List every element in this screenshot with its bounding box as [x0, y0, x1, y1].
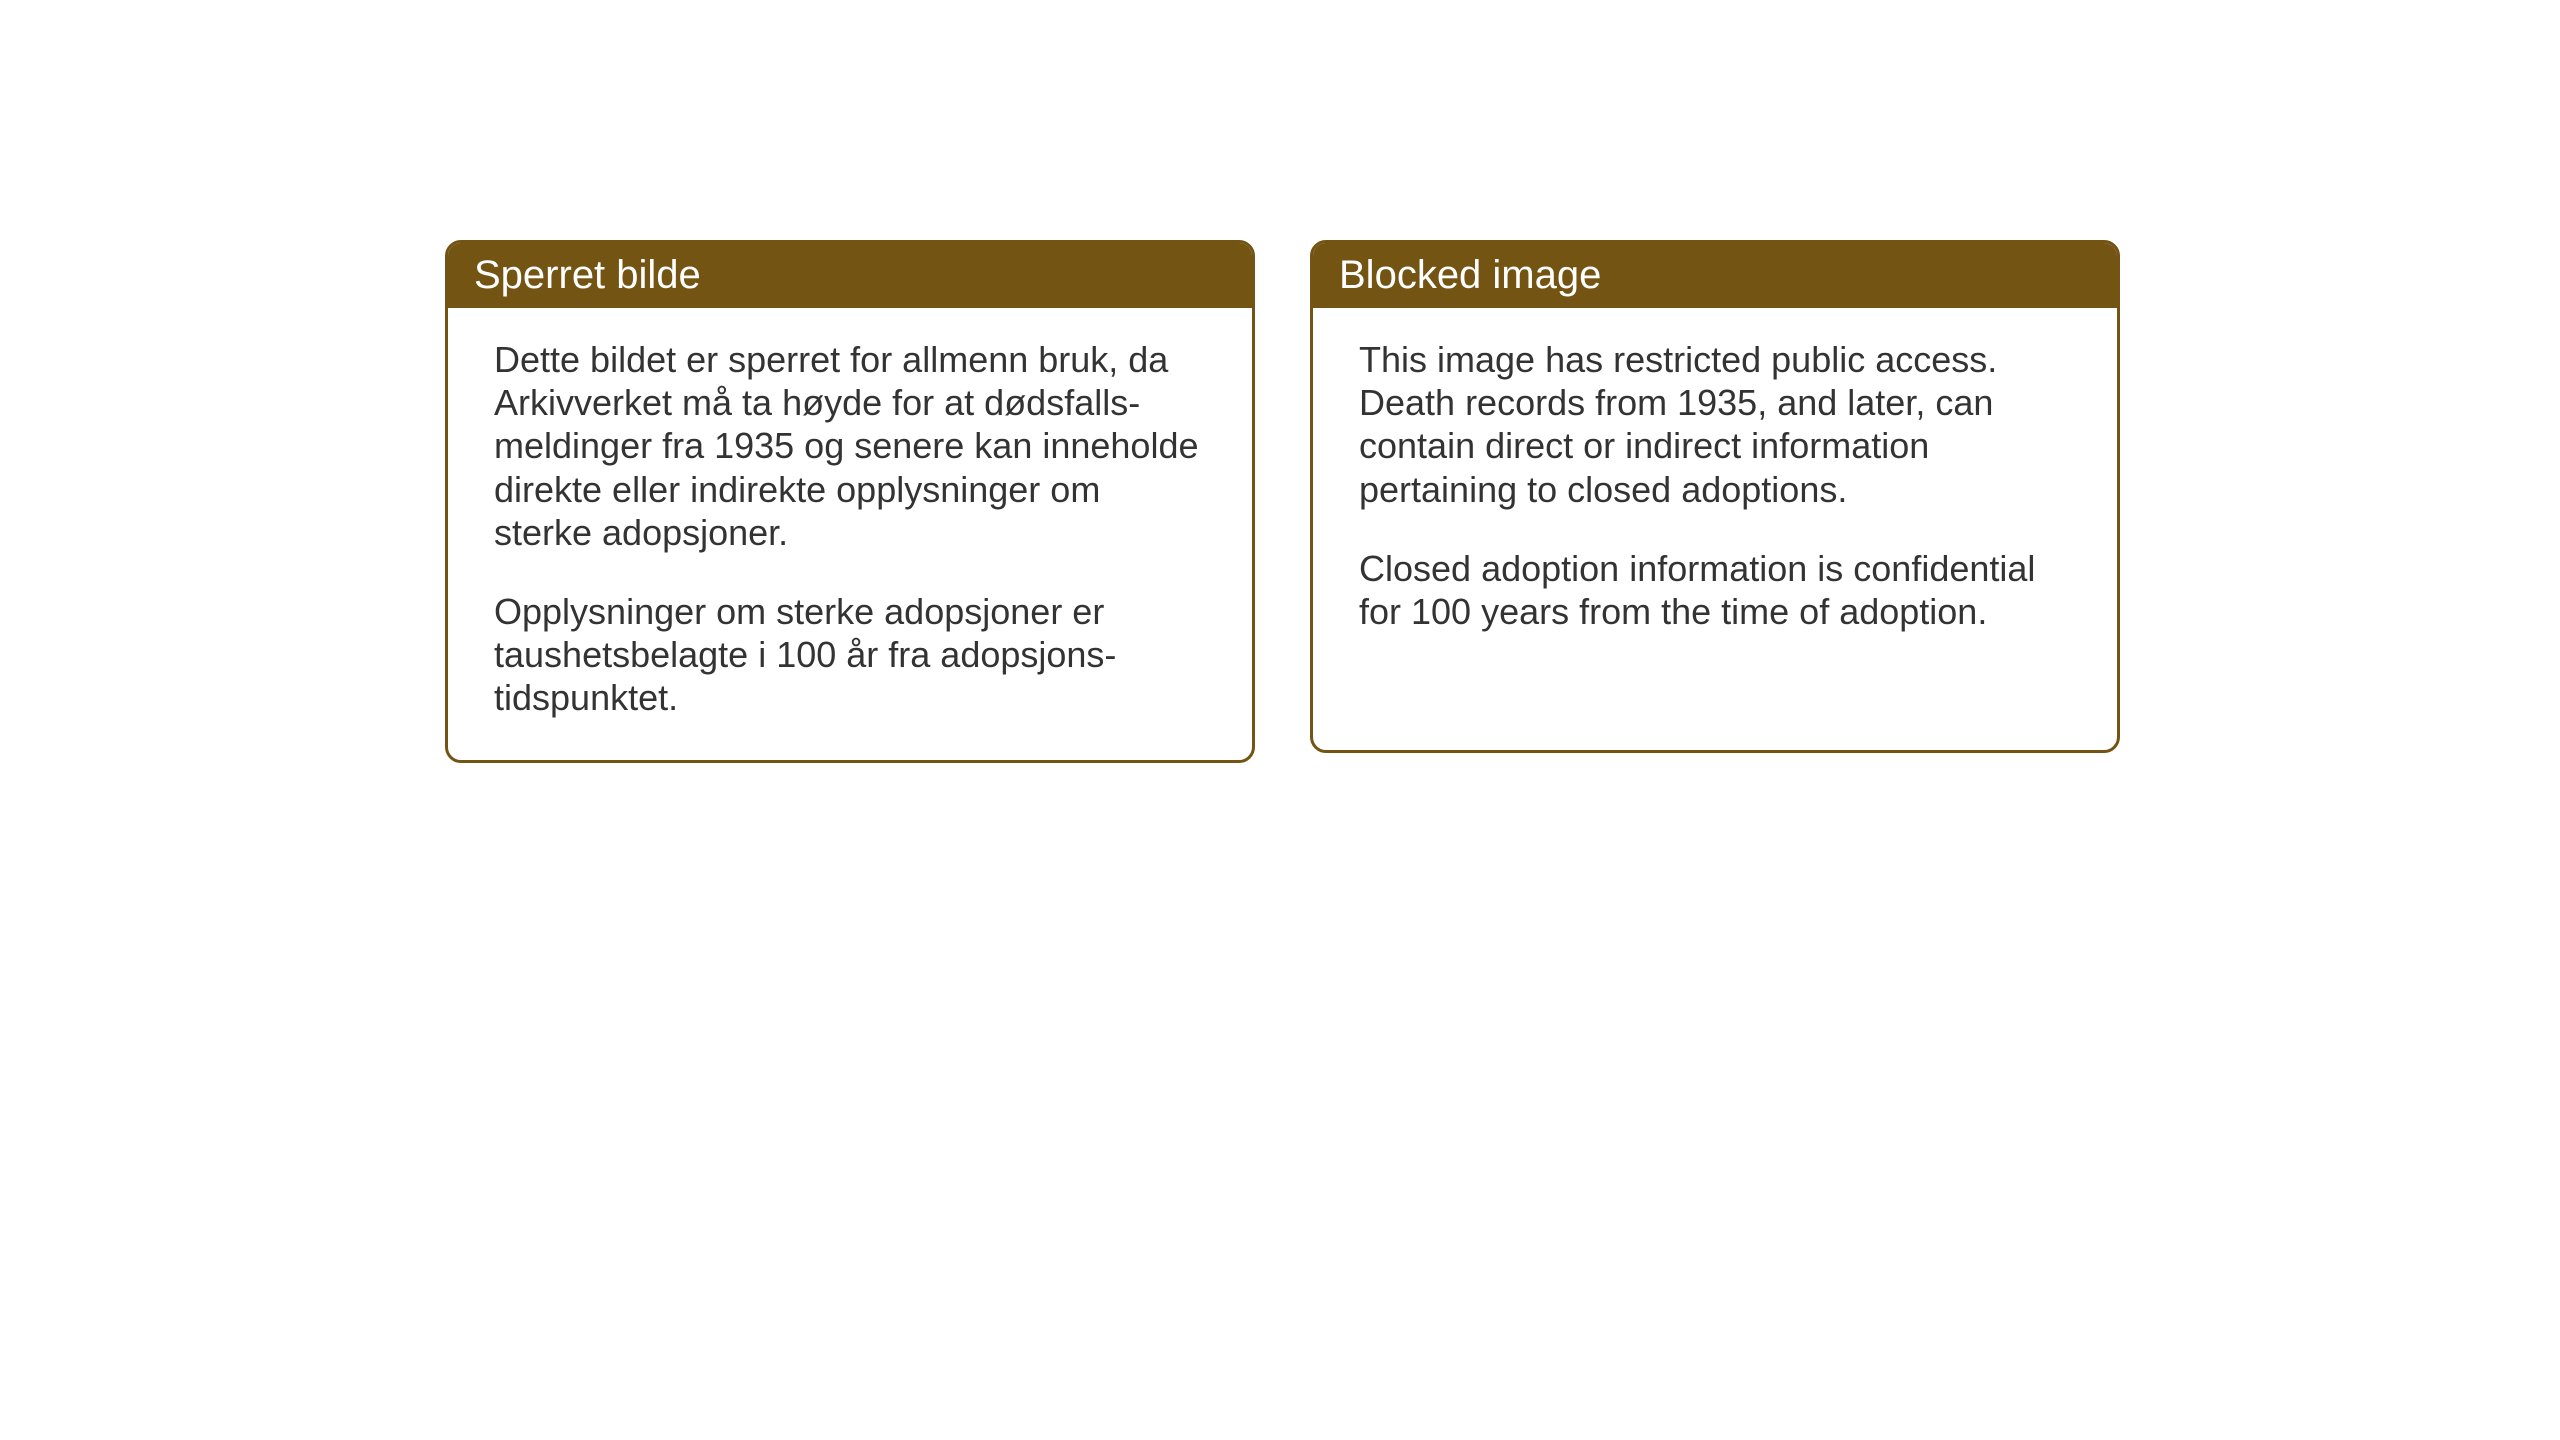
english-card-title: Blocked image: [1313, 243, 2117, 308]
english-paragraph-1: This image has restricted public access.…: [1359, 338, 2071, 511]
notice-cards-container: Sperret bilde Dette bildet er sperret fo…: [445, 240, 2120, 763]
norwegian-paragraph-1: Dette bildet er sperret for allmenn bruk…: [494, 338, 1206, 554]
norwegian-paragraph-2: Opplysninger om sterke adopsjoner er tau…: [494, 590, 1206, 720]
english-card-body: This image has restricted public access.…: [1313, 308, 2117, 673]
norwegian-card-body: Dette bildet er sperret for allmenn bruk…: [448, 308, 1252, 760]
english-paragraph-2: Closed adoption information is confident…: [1359, 547, 2071, 633]
norwegian-notice-card: Sperret bilde Dette bildet er sperret fo…: [445, 240, 1255, 763]
english-notice-card: Blocked image This image has restricted …: [1310, 240, 2120, 753]
norwegian-card-title: Sperret bilde: [448, 243, 1252, 308]
